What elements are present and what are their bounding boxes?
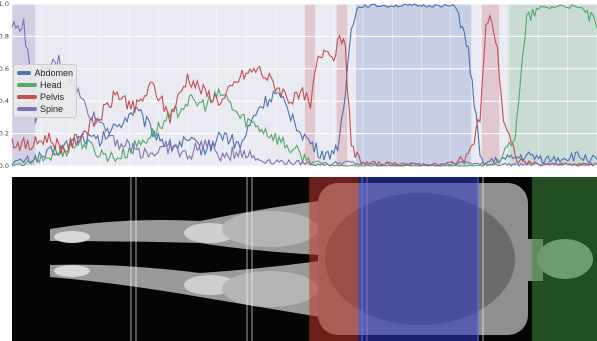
highlight-band-pelvis-4 (481, 4, 500, 166)
y-tick-label-4: 0.8 (0, 32, 9, 40)
scan-foot-lower (54, 265, 90, 277)
legend-swatch (17, 83, 37, 87)
scan-thigh-lower (222, 271, 318, 307)
series-lines (11, 3, 597, 167)
highlight-band-pelvis-2 (336, 4, 348, 166)
scan-overlay-pelvis (309, 177, 359, 341)
y-tick-label-1: 0.2 (0, 130, 9, 138)
series-line-pelvis (11, 13, 597, 167)
legend-swatch (17, 107, 37, 111)
legend-swatch (17, 95, 37, 99)
legend: Abdomen Head Pelvis Spine (13, 64, 77, 118)
y-tick-labels: 0.0 0.2 0.4 0.6 0.8 1.0 (0, 0, 9, 170)
y-tick-label-5: 1.0 (0, 0, 9, 8)
legend-label: Pelvis (40, 92, 65, 102)
legend-swatch (17, 71, 32, 75)
highlight-band-abdomen-3 (355, 4, 472, 166)
legend-item-spine: Spine (17, 103, 73, 115)
legend-item-head: Head (17, 79, 73, 91)
body-scan-image (12, 177, 597, 341)
legend-item-pelvis: Pelvis (17, 91, 73, 103)
scan-overlay-abdomen (358, 177, 479, 341)
highlight-band-pelvis-1 (304, 4, 316, 166)
y-tick-label-0: 0.0 (0, 162, 9, 170)
legend-label: Spine (40, 104, 64, 114)
region-overlays (309, 177, 597, 341)
legend-item-abdomen: Abdomen (17, 67, 73, 79)
series-line-head (11, 4, 597, 167)
legend-label: Head (40, 80, 62, 90)
y-tick-label-2: 0.4 (0, 97, 9, 105)
highlight-band-head-5 (508, 4, 597, 166)
probability-plot: 0.0 0.2 0.4 0.6 0.8 1.0 (0, 0, 597, 170)
legend-label: Abdomen (34, 68, 73, 78)
scan-foot-upper (54, 231, 90, 243)
scan-overlay-head (532, 177, 597, 341)
series-line-spine (11, 18, 597, 167)
scan-thigh-upper (222, 211, 318, 247)
highlight-bands (12, 4, 597, 166)
y-tick-label-3: 0.6 (0, 65, 9, 73)
